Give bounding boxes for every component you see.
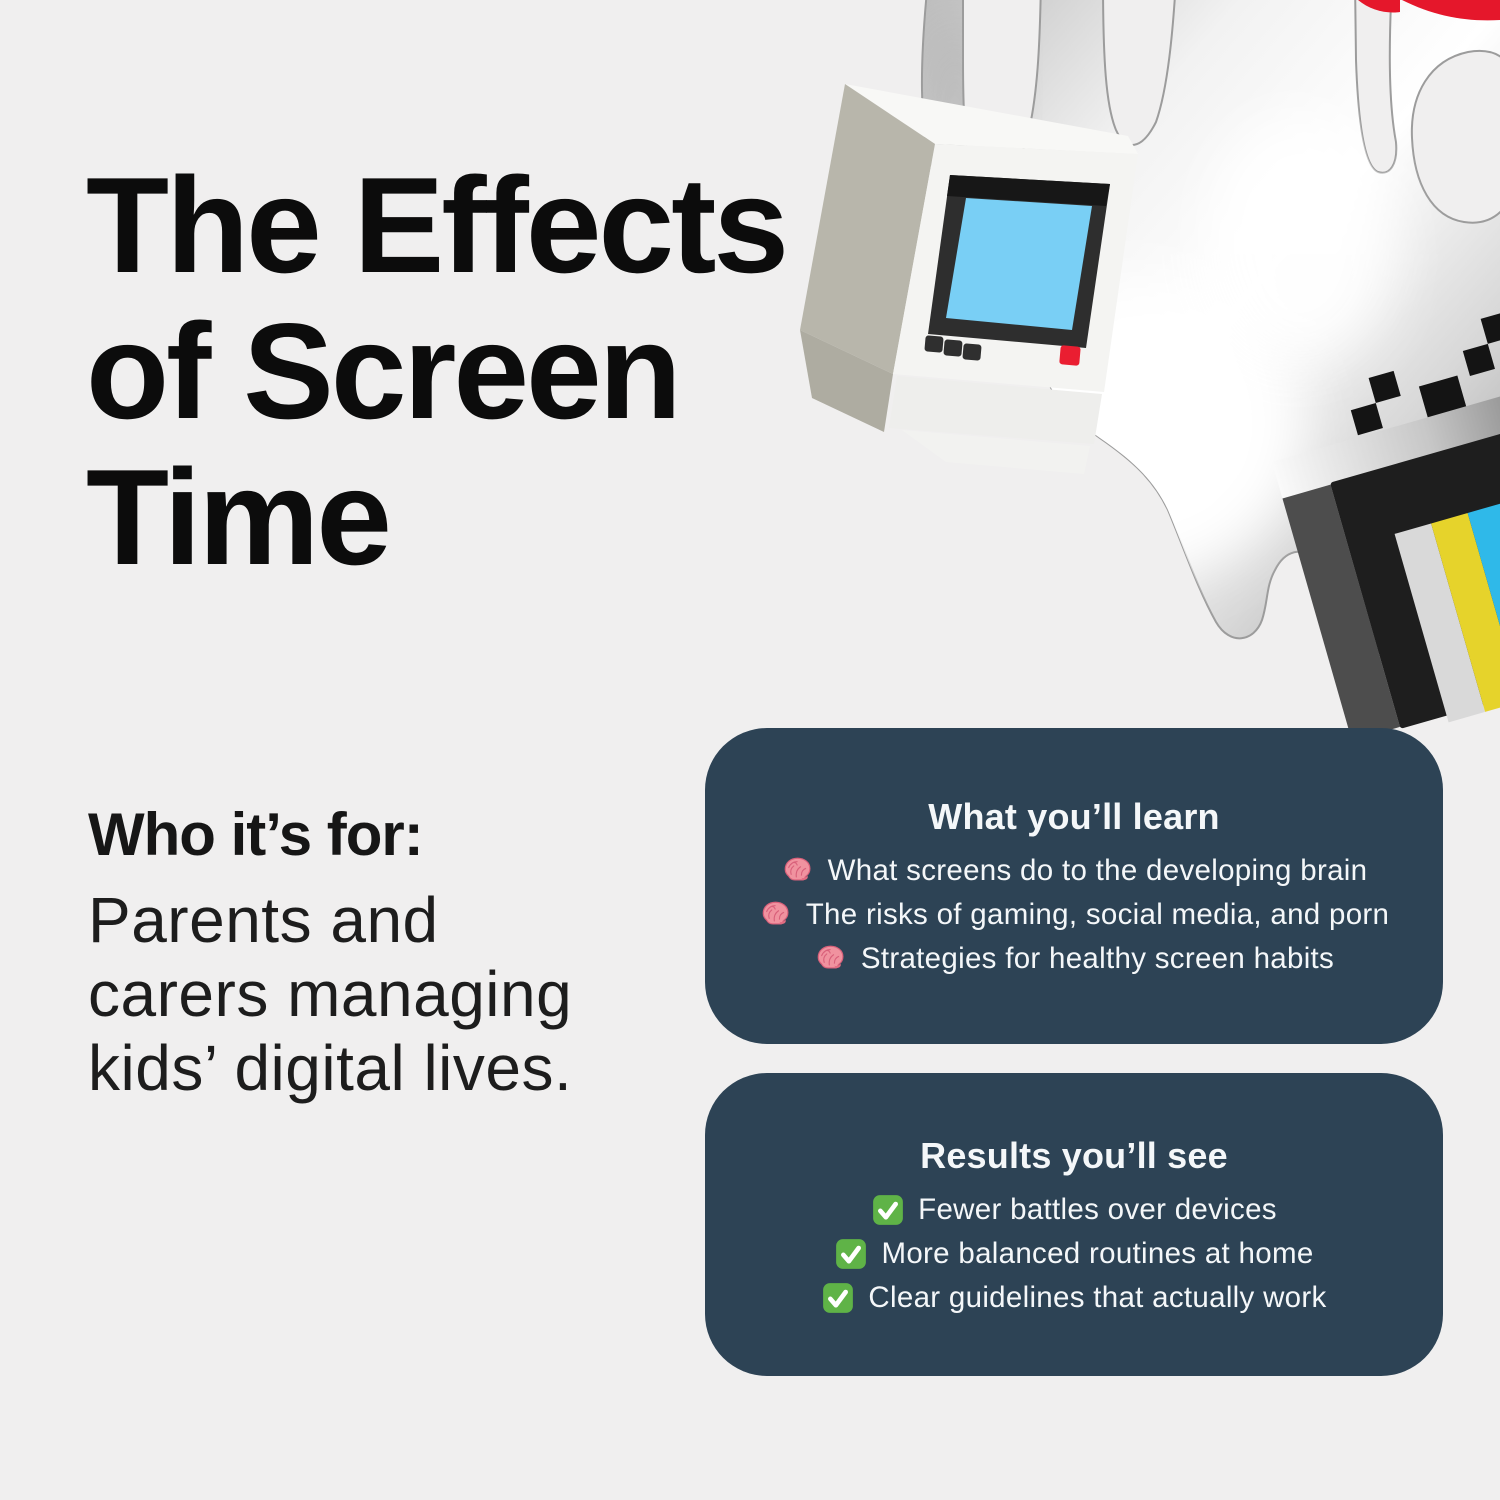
list-item: Clear guidelines that actually work [821,1281,1326,1315]
computer-side-base [800,330,893,432]
card-what-youll-learn: What you’ll learn What screens do to the… [705,728,1443,1044]
card-results-list: Fewer battles over devices More balanced… [821,1193,1326,1315]
title-line-2: of Screen [86,295,682,447]
list-item: Fewer battles over devices [821,1193,1326,1227]
illustration-cluster [800,0,1500,741]
computer-power-button [1059,345,1081,366]
brain-icon [784,857,811,881]
list-item: More balanced routines at home [821,1237,1326,1271]
card-learn-title: What you’ll learn [928,796,1220,837]
audience-heading: Who it’s for: [88,801,424,868]
audience-body-line: kids’ digital lives. [88,1032,573,1104]
list-item-text: More balanced routines at home [881,1236,1314,1270]
retro-computer [800,84,1138,474]
tv-color-bars [1394,502,1500,723]
tv-side-face [1282,484,1400,741]
computer-top-face [845,84,1138,154]
audience-body-line: Parents and [88,884,439,956]
list-item-text: What screens do to the developing brain [827,854,1368,887]
card-results-youll-see: Results you’ll see Fewer battles over de… [705,1073,1443,1376]
list-item-text: The risks of gaming, social media, and p… [805,898,1390,931]
card-learn-list: What screens do to the developing brain … [759,854,1390,976]
computer-vents [924,335,982,361]
list-item-text: Clear guidelines that actually work [868,1280,1327,1314]
brain-icon [762,901,789,925]
check-icon [873,1194,904,1225]
list-item: Strategies for healthy screen habits [759,942,1390,976]
list-item-text: Strategies for healthy screen habits [860,942,1335,975]
check-icon [836,1238,867,1269]
computer-front-base [889,376,1102,444]
computer-front-base-step [902,430,1090,474]
card-results-title: Results you’ll see [920,1134,1228,1176]
page-title: The Effects of Screen Time [86,149,789,593]
list-item: The risks of gaming, social media, and p… [759,898,1390,932]
list-item: What screens do to the developing brain [759,854,1390,888]
title-line-3: Time [86,441,392,593]
red-object-sliver [1358,0,1500,21]
retro-tv [1271,311,1500,741]
audience-section: Who it’s for: Parents and carers managin… [88,800,572,1105]
title-line-1: The Effects [86,149,789,301]
audience-body: Parents and carers managing kids’ digita… [88,883,572,1105]
tv-top-face [1271,383,1500,499]
check-icon [823,1282,854,1313]
computer-screen [946,198,1092,330]
list-item-text: Fewer battles over devices [918,1192,1277,1226]
audience-body-line: carers managing [88,958,573,1030]
computer-side-face [800,84,935,374]
brain-icon [817,945,844,969]
computer-screen-bezel-top [947,175,1110,206]
